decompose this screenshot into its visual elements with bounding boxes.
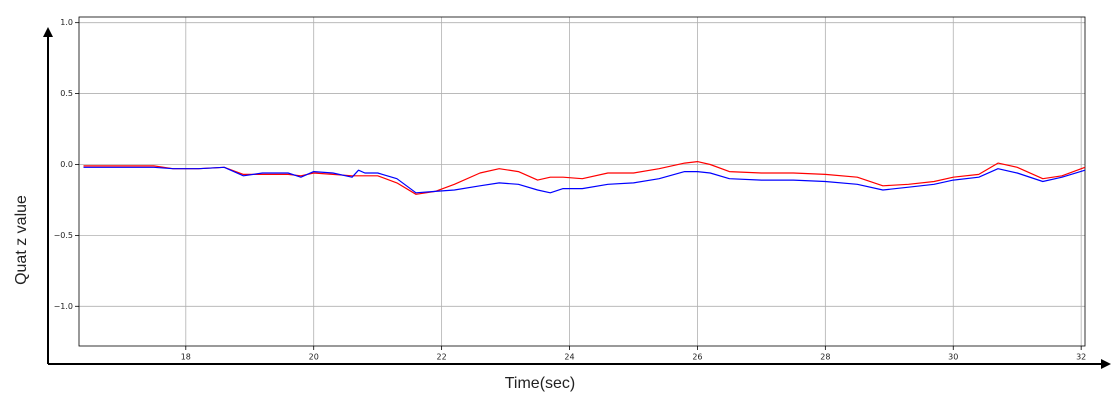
y-axis-title: Quat z value	[13, 195, 30, 285]
plot-area: −1.0 −0.5 0.0 0.5 1.0 18 20 22 24 26 28 30 32	[54, 16, 1086, 362]
y-tick-label: −1.0	[54, 302, 73, 311]
x-tick-label: 24	[564, 353, 574, 362]
x-tick-label: 18	[181, 353, 191, 362]
plot-frame	[78, 16, 1086, 347]
y-tick-label: −0.5	[54, 231, 73, 240]
x-tick-label: 30	[948, 353, 958, 362]
y-tick-label: 0.0	[60, 160, 73, 169]
x-tick-label: 26	[692, 353, 702, 362]
x-axis-title: Time(sec)	[505, 375, 576, 392]
x-tick-label: 22	[437, 353, 447, 362]
y-tick-label: 0.5	[60, 89, 73, 98]
x-tick-label: 20	[309, 353, 319, 362]
y-tick-label: 1.0	[60, 18, 73, 27]
x-tick-label: 28	[820, 353, 830, 362]
data-line	[83, 166, 1086, 194]
x-tick-label: 32	[1076, 353, 1086, 362]
data-line	[83, 161, 1086, 195]
